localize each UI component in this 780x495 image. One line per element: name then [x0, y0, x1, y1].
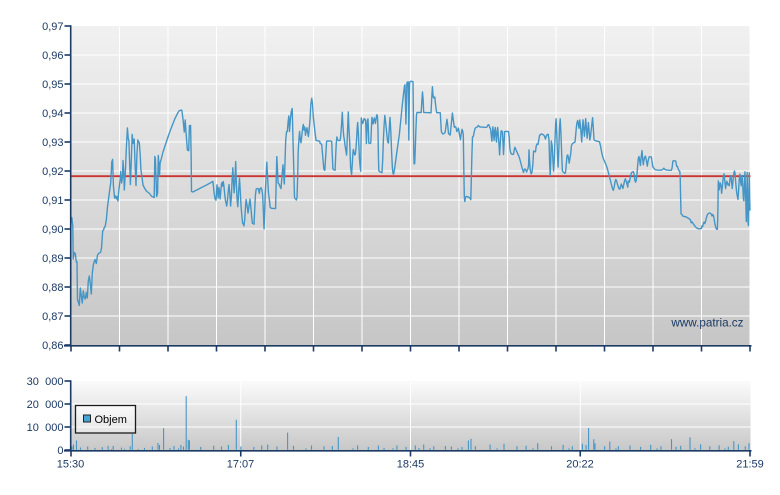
svg-text:10 000: 10 000 — [27, 422, 64, 434]
svg-text:0,88: 0,88 — [42, 282, 63, 294]
svg-text:Objem: Objem — [95, 414, 127, 426]
svg-text:20 000: 20 000 — [27, 399, 64, 411]
svg-text:0,97: 0,97 — [42, 21, 63, 33]
svg-text:0,92: 0,92 — [42, 166, 63, 178]
svg-text:30 000: 30 000 — [27, 376, 64, 388]
svg-text:20:22: 20:22 — [566, 459, 594, 471]
svg-text:0: 0 — [57, 445, 63, 457]
svg-text:0,95: 0,95 — [42, 79, 63, 91]
svg-text:18:45: 18:45 — [397, 459, 425, 471]
svg-text:www.patria.cz: www.patria.cz — [670, 317, 743, 330]
svg-text:0,87: 0,87 — [42, 311, 63, 323]
svg-text:21:59: 21:59 — [736, 459, 764, 471]
svg-text:0,94: 0,94 — [42, 108, 63, 120]
svg-text:0,96: 0,96 — [42, 50, 63, 62]
svg-text:0,86: 0,86 — [42, 340, 63, 352]
svg-text:17:07: 17:07 — [227, 459, 255, 471]
svg-text:0,91: 0,91 — [42, 195, 63, 207]
svg-text:0,93: 0,93 — [42, 137, 63, 149]
svg-text:0,89: 0,89 — [42, 253, 63, 265]
svg-text:15:30: 15:30 — [57, 459, 85, 471]
svg-text:0,90: 0,90 — [42, 224, 63, 236]
